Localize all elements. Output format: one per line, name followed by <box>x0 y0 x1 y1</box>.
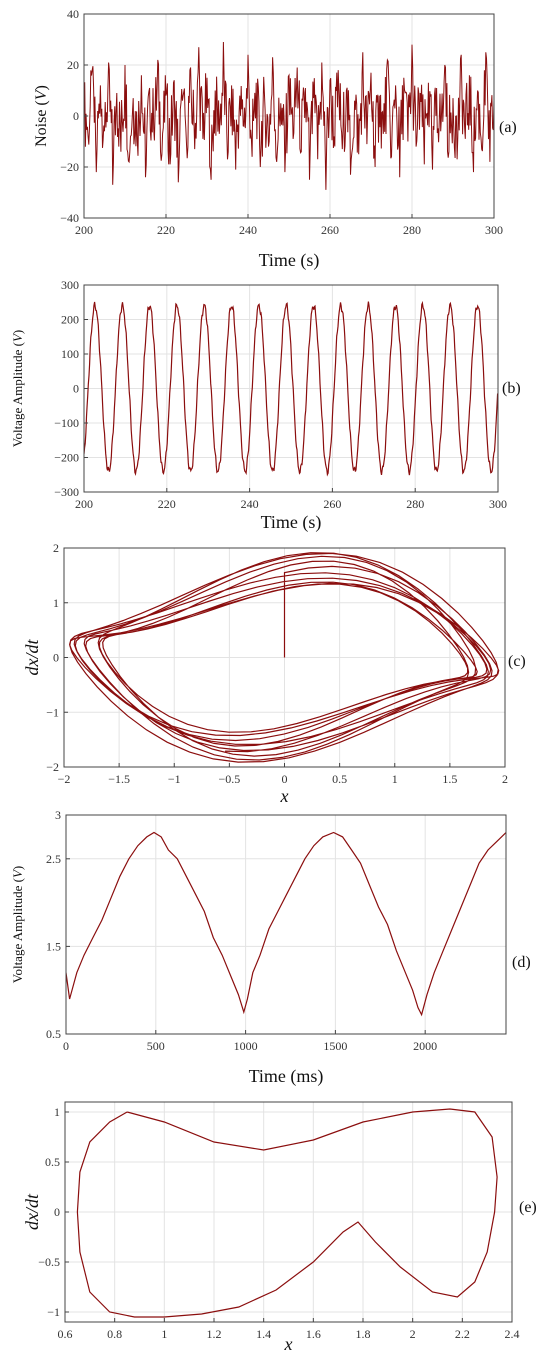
x-tick-label: −0.5 <box>218 772 240 786</box>
x-tick-label: 0 <box>63 1039 69 1053</box>
x-tick-label: −2 <box>58 772 71 786</box>
x-tick-label: −1.5 <box>108 772 130 786</box>
x-tick-label: 300 <box>489 497 507 511</box>
x-tick-label: 240 <box>241 497 259 511</box>
x-tick-label: 1.6 <box>306 1327 321 1341</box>
x-axis-label: Time (s) <box>261 512 322 533</box>
x-tick-label: 2.4 <box>505 1327 520 1341</box>
y-tick-label: 3 <box>55 808 61 822</box>
y-tick-label: −2 <box>46 760 59 774</box>
x-tick-label: 1 <box>392 772 398 786</box>
y-axis-label: Noise (V) <box>33 85 50 147</box>
y-tick-label: −300 <box>54 485 79 499</box>
y-tick-label: 300 <box>61 278 79 292</box>
data-line <box>84 300 498 477</box>
panel-label: (c) <box>508 653 526 670</box>
y-tick-label: 0 <box>73 109 79 123</box>
y-tick-label: 0 <box>54 1205 60 1219</box>
panel-a: 200 220 240 260 280 300 −40 −20 0 20 40 Time (s) Noi… <box>33 7 517 271</box>
x-tick-label: 0.5 <box>332 772 347 786</box>
y-axis-label: dx/dt <box>22 1193 42 1230</box>
y-tick-label: 1 <box>54 1105 60 1119</box>
panel-b: 200 220 240 260 280 300 −300 −200 −100 0 100 200 300… <box>10 278 521 533</box>
x-tick-label: 0 <box>282 772 288 786</box>
panel-label: (d) <box>512 954 531 971</box>
x-tick-label: 280 <box>406 497 424 511</box>
y-tick-label: 40 <box>67 7 79 21</box>
x-tick-label: 220 <box>158 497 176 511</box>
x-tick-label: 200 <box>75 223 93 237</box>
y-tick-label: 100 <box>61 347 79 361</box>
x-tick-label: 1.8 <box>356 1327 371 1341</box>
data-line <box>76 1108 498 1318</box>
x-tick-label: 1 <box>161 1327 167 1341</box>
x-tick-label: 0.6 <box>58 1327 73 1341</box>
plot-frame <box>65 814 507 1035</box>
y-tick-label: 1 <box>53 596 59 610</box>
y-tick-label: 2 <box>53 541 59 555</box>
x-tick-label: 500 <box>147 1039 165 1053</box>
y-tick-label: −0.5 <box>38 1255 60 1269</box>
panel-d: 0 500 1000 1500 2000 0.5 1.5 2.5 3 Time (ms) Volta… <box>10 808 531 1087</box>
y-tick-label: 0 <box>73 382 79 396</box>
y-axis-label: Voltage Amplitude (V) <box>10 866 25 984</box>
x-tick-label: 2 <box>410 1327 416 1341</box>
x-tick-label: 1.4 <box>256 1327 271 1341</box>
y-tick-label: −1 <box>46 705 59 719</box>
y-tick-label: −40 <box>60 211 79 225</box>
panel-c: −2 −1.5 −1 −0.5 0 0.5 1 1.5 2 −2 −1 0 1 2 x dx/dt (c) <box>22 541 526 806</box>
x-tick-label: 240 <box>239 223 257 237</box>
y-tick-label: −20 <box>60 160 79 174</box>
x-tick-label: 0.8 <box>107 1327 122 1341</box>
y-tick-label: 0.5 <box>46 1027 61 1041</box>
panel-label: (b) <box>502 380 521 397</box>
y-tick-label: 0 <box>53 651 59 665</box>
y-tick-label: 2.5 <box>46 852 61 866</box>
x-tick-label: 300 <box>485 223 503 237</box>
x-tick-label: 2 <box>502 772 508 786</box>
x-tick-label: 220 <box>157 223 175 237</box>
panel-e: 0.6 0.8 1 1.2 1.4 1.6 1.8 2 2.2 2.4 −1 −0.5 0 0.5 1 x dx… <box>22 1101 537 1354</box>
y-tick-label: −100 <box>54 416 79 430</box>
x-axis-label: x <box>280 786 289 806</box>
x-axis-label: Time (ms) <box>249 1066 324 1087</box>
y-tick-label: −200 <box>54 451 79 465</box>
y-axis-label: Voltage Amplitude (V) <box>10 330 25 448</box>
x-tick-label: 1.2 <box>207 1327 222 1341</box>
x-tick-label: 260 <box>323 497 341 511</box>
y-tick-label: 20 <box>67 58 79 72</box>
data-line <box>66 831 506 1017</box>
y-tick-label: 200 <box>61 313 79 327</box>
x-tick-label: 1.5 <box>442 772 457 786</box>
x-tick-label: −1 <box>168 772 181 786</box>
y-tick-label: 1.5 <box>46 939 61 953</box>
x-tick-label: 280 <box>403 223 421 237</box>
x-tick-label: 1000 <box>234 1039 258 1053</box>
y-axis-label: dx/dt <box>22 639 42 676</box>
panel-label: (a) <box>499 119 517 136</box>
data-line <box>68 552 500 763</box>
y-tick-label: 0.5 <box>45 1155 60 1169</box>
x-tick-label: 200 <box>75 497 93 511</box>
x-axis-label: x <box>284 1334 293 1354</box>
x-tick-label: 1500 <box>323 1039 347 1053</box>
x-tick-label: 260 <box>321 223 339 237</box>
data-line <box>84 41 494 190</box>
x-tick-label: 2000 <box>413 1039 437 1053</box>
x-tick-label: 2.2 <box>455 1327 470 1341</box>
x-axis-label: Time (s) <box>259 250 320 271</box>
panel-label: (e) <box>519 1199 537 1216</box>
y-tick-label: −1 <box>47 1305 60 1319</box>
